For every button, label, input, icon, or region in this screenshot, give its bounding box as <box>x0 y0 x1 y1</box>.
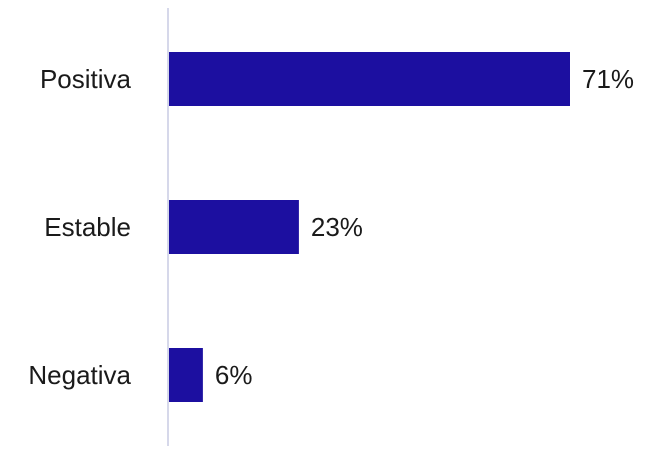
bars-group <box>169 52 570 402</box>
category-label-estable: Estable <box>44 212 131 242</box>
value-label-negativa: 6% <box>215 360 253 390</box>
value-label-positiva: 71% <box>582 64 634 94</box>
bar-negativa <box>169 348 203 402</box>
category-labels-group: Positiva Estable Negativa <box>28 64 131 390</box>
category-label-negativa: Negativa <box>28 360 131 390</box>
bar-positiva <box>169 52 570 106</box>
bar-estable <box>169 200 299 254</box>
value-label-estable: 23% <box>311 212 363 242</box>
value-labels-group: 71% 23% 6% <box>215 64 634 390</box>
category-label-positiva: Positiva <box>40 64 132 94</box>
